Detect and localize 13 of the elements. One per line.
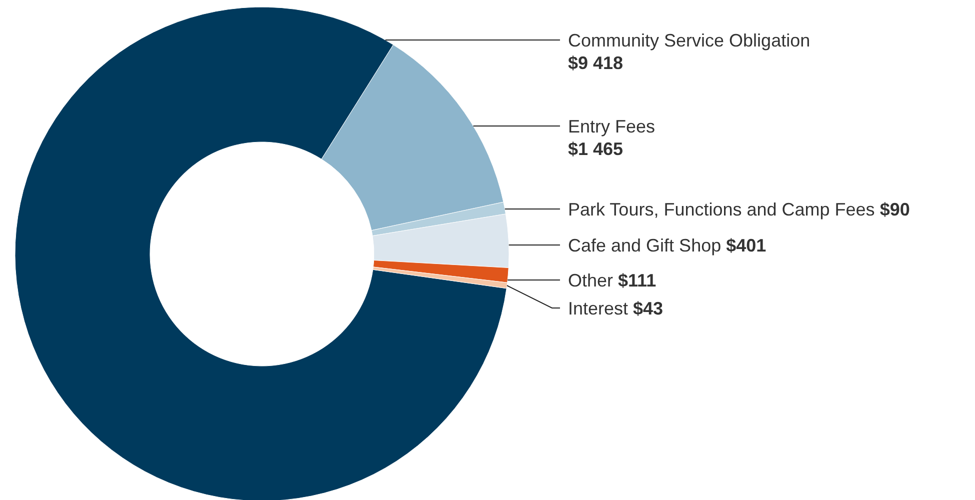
- slice-label: Entry Fees: [568, 116, 656, 136]
- donut-slice: [15, 7, 507, 500]
- slice-label: Community Service Obligation: [568, 30, 810, 50]
- slice-label: Other: [568, 270, 614, 290]
- slice-label: Park Tours, Functions and Camp Fees: [568, 199, 875, 220]
- data-label: $1 465: [568, 138, 624, 159]
- data-label: $90: [874, 199, 910, 220]
- data-label: $9 418: [568, 52, 624, 73]
- data-label: $401: [721, 235, 766, 256]
- slice-label: Interest: [568, 298, 628, 318]
- slice-label: Cafe and Gift Shop: [568, 235, 722, 256]
- data-label: $111: [613, 270, 656, 290]
- data-label: $43: [628, 298, 664, 318]
